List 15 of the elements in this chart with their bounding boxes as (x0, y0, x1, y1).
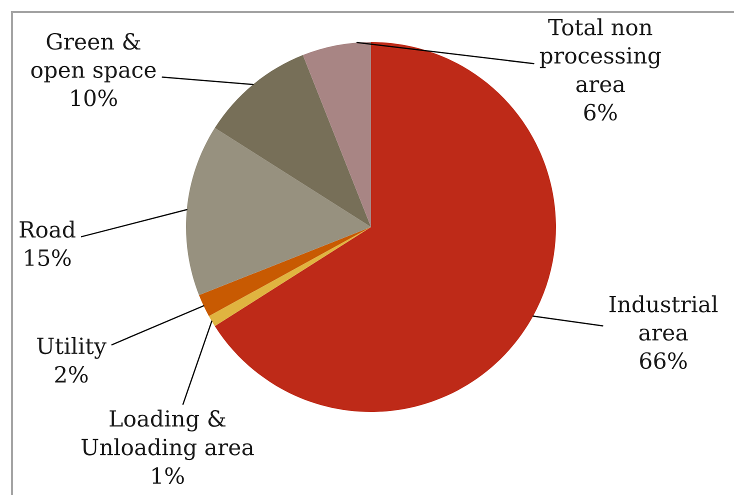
slice-label: Utility (37, 337, 106, 359)
pie-slice (302, 42, 371, 227)
pie-slice (214, 54, 371, 227)
data-label: 15% (25, 249, 71, 266)
pie-slice (186, 128, 371, 296)
data-label: 10% (72, 90, 117, 106)
slice-label: Total non processing area (540, 18, 661, 92)
slice-label: Loading & Unloading area (82, 410, 254, 460)
data-label: 66% (640, 352, 687, 370)
data-label: 1% (152, 467, 184, 484)
data-label: 6% (584, 104, 617, 121)
slice-label: Road (20, 220, 76, 238)
slice-label: Green & open space (31, 32, 156, 82)
slice-label: Industrial area (610, 295, 718, 341)
data-label: 2% (55, 366, 88, 383)
